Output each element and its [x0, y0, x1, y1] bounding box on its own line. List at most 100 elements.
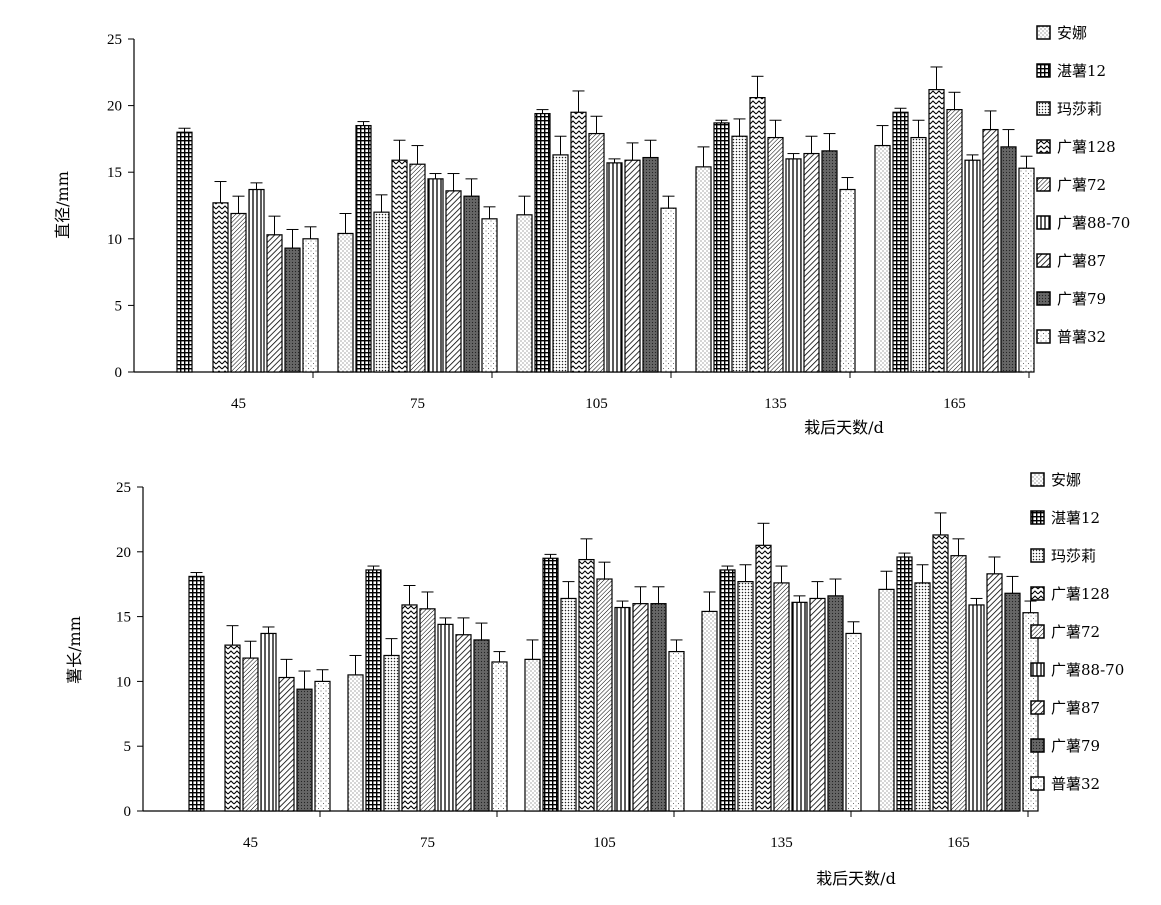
bar-7-4: [1000, 146, 1017, 373]
bar-2-3: [737, 581, 754, 812]
bar-7-3: [827, 595, 844, 812]
y-tick-label: 20: [116, 545, 131, 561]
bar-4-2: [596, 578, 613, 812]
legend-swatch: [1030, 510, 1045, 525]
legend-label: 玛莎莉: [1051, 547, 1096, 565]
bar-5-4: [968, 604, 985, 812]
bar-1-0: [176, 131, 193, 373]
legend-swatch: [1030, 738, 1045, 753]
x-tick-label: 105: [585, 396, 608, 412]
bar-6-3: [809, 597, 826, 812]
legend-label: 安娜: [1051, 471, 1081, 489]
bar-3-4: [932, 534, 949, 812]
bar-6-3: [803, 152, 820, 373]
legend-item: 广薯128: [1036, 138, 1116, 156]
bar-3-4: [928, 89, 945, 373]
legend-swatch: [1036, 291, 1051, 306]
bar-3-1: [401, 604, 418, 812]
legend-item: 普薯32: [1036, 328, 1106, 346]
bar-8-0: [314, 680, 331, 812]
bar-6-0: [278, 676, 295, 812]
bar-5-0: [248, 188, 265, 373]
legend-swatch: [1036, 101, 1051, 116]
bar-3-3: [755, 544, 772, 812]
bar-7-3: [821, 150, 838, 373]
y-axis-title: 薯长/mm: [65, 616, 84, 684]
bar-3-2: [578, 558, 595, 812]
y-tick-label: 5: [124, 739, 132, 755]
bar-1-0: [188, 575, 205, 812]
x-tick-label: 45: [243, 835, 258, 851]
legend-swatch: [1036, 177, 1051, 192]
bar-7-1: [473, 639, 490, 812]
y-tick-label: 10: [107, 232, 122, 248]
legend-item: 安娜: [1030, 471, 1081, 489]
legend-item: 安娜: [1036, 24, 1087, 42]
diameter-chart: 直径/mm 栽后天数/d 0 5 10 15 20 25 45 75 105 135 165 安娜湛…: [53, 24, 1130, 437]
bar-8-4: [1018, 167, 1035, 373]
bar-4-2: [588, 132, 605, 373]
legend-swatch: [1030, 624, 1045, 639]
bar-0-2: [516, 214, 533, 373]
bar-2-2: [560, 597, 577, 812]
bar-0-1: [347, 674, 364, 812]
bar-4-1: [419, 608, 436, 812]
bar-4-0: [242, 657, 259, 812]
bar-5-3: [785, 158, 802, 373]
legend-item: 玛莎莉: [1036, 100, 1102, 118]
x-tick-label: 105: [593, 835, 616, 851]
legend-item: 广薯79: [1036, 290, 1106, 308]
bar-0-4: [878, 588, 895, 812]
y-axis-title: 直径/mm: [53, 171, 72, 239]
bar-2-2: [552, 154, 569, 373]
legend-swatch: [1030, 586, 1045, 601]
y-tick-label: 0: [124, 804, 132, 820]
bar-1-4: [896, 556, 913, 812]
legend-label: 广薯87: [1057, 252, 1106, 270]
legend-item: 广薯72: [1030, 623, 1100, 641]
bar-7-1: [463, 195, 480, 373]
legend-item: 广薯88-70: [1036, 214, 1130, 232]
legend-swatch: [1036, 139, 1051, 154]
legend-swatch: [1030, 662, 1045, 677]
bar-7-0: [296, 688, 313, 812]
x-tick-label: 135: [770, 835, 793, 851]
y-tick-label: 5: [115, 298, 123, 314]
legend-label: 广薯128: [1057, 138, 1116, 156]
legend-item: 玛莎莉: [1030, 547, 1096, 565]
bar-6-2: [632, 603, 649, 812]
y-tick-label: 25: [116, 480, 131, 496]
bar-5-4: [964, 159, 981, 373]
y-tick-label: 25: [107, 32, 122, 48]
legend-label: 普薯32: [1057, 328, 1106, 346]
bar-4-3: [773, 582, 790, 812]
bar-3-0: [224, 644, 241, 812]
bar-1-1: [365, 569, 382, 812]
bar-1-2: [534, 112, 551, 373]
legend-item: 湛薯12: [1036, 62, 1106, 80]
legend-label: 广薯79: [1051, 737, 1100, 755]
legend-item: 湛薯12: [1030, 509, 1100, 527]
bar-5-1: [437, 623, 454, 812]
legend-label: 广薯128: [1051, 585, 1110, 603]
x-tick-label: 75: [420, 835, 435, 851]
bar-7-4: [1004, 592, 1021, 812]
bar-8-1: [491, 661, 508, 812]
bar-3-2: [570, 111, 587, 373]
x-tick-label: 75: [410, 396, 425, 412]
legend-item: 广薯87: [1030, 699, 1100, 717]
x-axis-title: 栽后天数/d: [816, 869, 896, 888]
legend-label: 广薯72: [1057, 176, 1106, 194]
legend-label: 湛薯12: [1051, 509, 1100, 527]
bar-6-1: [445, 190, 462, 373]
bar-7-2: [642, 156, 659, 373]
x-tick-label: 45: [231, 396, 246, 412]
legend-item: 广薯72: [1036, 176, 1106, 194]
y-tick-label: 20: [107, 99, 122, 115]
bar-6-4: [982, 128, 999, 373]
y-tick-label: 15: [116, 610, 131, 626]
bar-6-2: [624, 159, 641, 373]
bar-8-3: [845, 632, 862, 812]
legend-label: 湛薯12: [1057, 62, 1106, 80]
